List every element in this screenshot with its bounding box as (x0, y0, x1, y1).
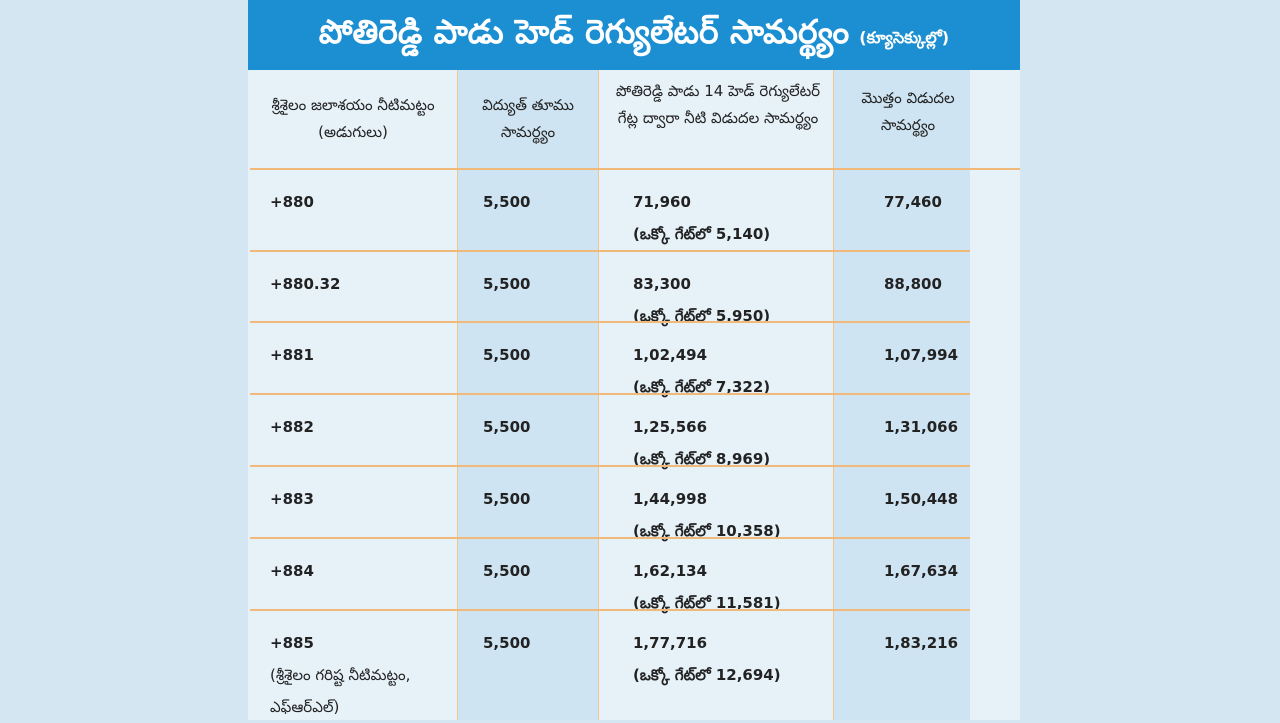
water-level: +880.32 (270, 275, 341, 293)
column-divider (457, 70, 458, 720)
water-level: +880 (270, 193, 314, 211)
per-gate-value: (ఒక్కో గేట్‌లో 5,140) (633, 225, 771, 243)
per-gate-value: (ఒక్కో గేట్‌లో 7,322) (633, 378, 771, 396)
gate-release-cell: 1,25,566 (ఒక్కో గేట్‌లో 8,969) (633, 411, 770, 475)
column-shade (833, 70, 970, 720)
gate-release-cell: 71,960 (ఒక్కో గేట్‌లో 5,140) (633, 186, 770, 250)
gate-release-value: 1,44,998 (633, 490, 708, 508)
water-level: +883 (270, 490, 314, 508)
row-divider (250, 537, 970, 539)
level-note: (శ్రీశైలం గరిష్ట నీటిమట్టం, ఎఫ్ఆర్ఎల్) (270, 666, 411, 716)
total-release-value: 1,31,066 (884, 418, 959, 436)
gate-release-value: 1,62,134 (633, 562, 708, 580)
water-level: +884 (270, 562, 314, 580)
total-release-value: 1,67,634 (884, 562, 959, 580)
unit-label: (క్యూసెక్కుల్లో) (859, 27, 950, 47)
power-sluice-value: 5,500 (483, 634, 531, 652)
power-sluice-value: 5,500 (483, 275, 531, 293)
row-divider (250, 321, 970, 323)
row-divider (250, 393, 970, 395)
gate-release-value: 1,02,494 (633, 346, 708, 364)
per-gate-value: (ఒక్కో గేట్‌లో 11,581) (633, 594, 781, 612)
table-row-level: +880 (270, 186, 455, 218)
table-row-level: +882 (270, 411, 455, 443)
water-level: +882 (270, 418, 314, 436)
gate-release-value: 83,300 (633, 275, 691, 293)
title-bar: పోతిరెడ్డి పాడు హెడ్ రెగ్యులేటర్ సామర్థ్… (248, 0, 1020, 70)
row-divider (250, 465, 970, 467)
gate-release-value: 1,25,566 (633, 418, 708, 436)
water-level: +881 (270, 346, 314, 364)
gate-release-cell: 1,62,134 (ఒక్కో గేట్‌లో 11,581) (633, 555, 781, 619)
gate-release-value: 71,960 (633, 193, 691, 211)
total-release-value: 88,800 (884, 275, 942, 293)
power-sluice-value: 5,500 (483, 418, 531, 436)
column-divider (833, 70, 834, 720)
gate-release-value: 1,77,716 (633, 634, 708, 652)
header-water-level: శ్రీశైలం జలాశయం నీటిమట్టం (అడుగులు) (271, 96, 435, 141)
table-row-level: +883 (270, 483, 455, 515)
row-divider (250, 250, 970, 252)
total-release-value: 1,50,448 (884, 490, 959, 508)
row-divider (250, 609, 970, 611)
table-row-level: +880.32 (270, 268, 455, 300)
gate-release-cell: 83,300 (ఒక్కో గేట్‌లో 5,950) (633, 268, 770, 332)
column-shade (457, 70, 598, 720)
power-sluice-value: 5,500 (483, 193, 531, 211)
gate-release-cell: 1,44,998 (ఒక్కో గేట్‌లో 10,358) (633, 483, 781, 547)
gate-release-cell: 1,02,494 (ఒక్కో గేట్‌లో 7,322) (633, 339, 770, 403)
table-row-level: +885 (శ్రీశైలం గరిష్ట నీటిమట్టం, ఎఫ్ఆర్ఎ… (270, 627, 455, 723)
power-sluice-value: 5,500 (483, 562, 531, 580)
header-total-release: మొత్తం విడుదల సామర్థ్యం (861, 89, 955, 134)
total-release-value: 1,07,994 (884, 346, 959, 364)
table-row-level: +881 (270, 339, 455, 371)
infographic-table: పోతిరెడ్డి పాడు హెడ్ రెగ్యులేటర్ సామర్థ్… (248, 0, 1020, 720)
per-gate-value: (ఒక్కో గేట్‌లో 12,694) (633, 666, 781, 684)
per-gate-value: (ఒక్కో గేట్‌లో 8,969) (633, 450, 771, 468)
column-divider (598, 70, 599, 720)
total-release-value: 77,460 (884, 193, 942, 211)
table-row-level: +884 (270, 555, 455, 587)
power-sluice-value: 5,500 (483, 490, 531, 508)
power-sluice-value: 5,500 (483, 346, 531, 364)
gate-release-cell: 1,77,716 (ఒక్కో గేట్‌లో 12,694) (633, 627, 781, 691)
total-release-value: 1,83,216 (884, 634, 959, 652)
table-title: పోతిరెడ్డి పాడు హెడ్ రెగ్యులేటర్ సామర్థ్… (318, 11, 850, 51)
header-gate-release: పోతిరెడ్డి పాడు 14 హెడ్ రెగ్యులేటర్ గేట్… (615, 82, 821, 127)
per-gate-value: (ఒక్కో గేట్‌లో 5,950) (633, 307, 771, 325)
header-power-sluice: విద్యుత్ తూము సామర్థ్యం (482, 96, 574, 141)
water-level: +885 (270, 634, 314, 652)
header-divider (250, 168, 1020, 170)
per-gate-value: (ఒక్కో గేట్‌లో 10,358) (633, 522, 781, 540)
